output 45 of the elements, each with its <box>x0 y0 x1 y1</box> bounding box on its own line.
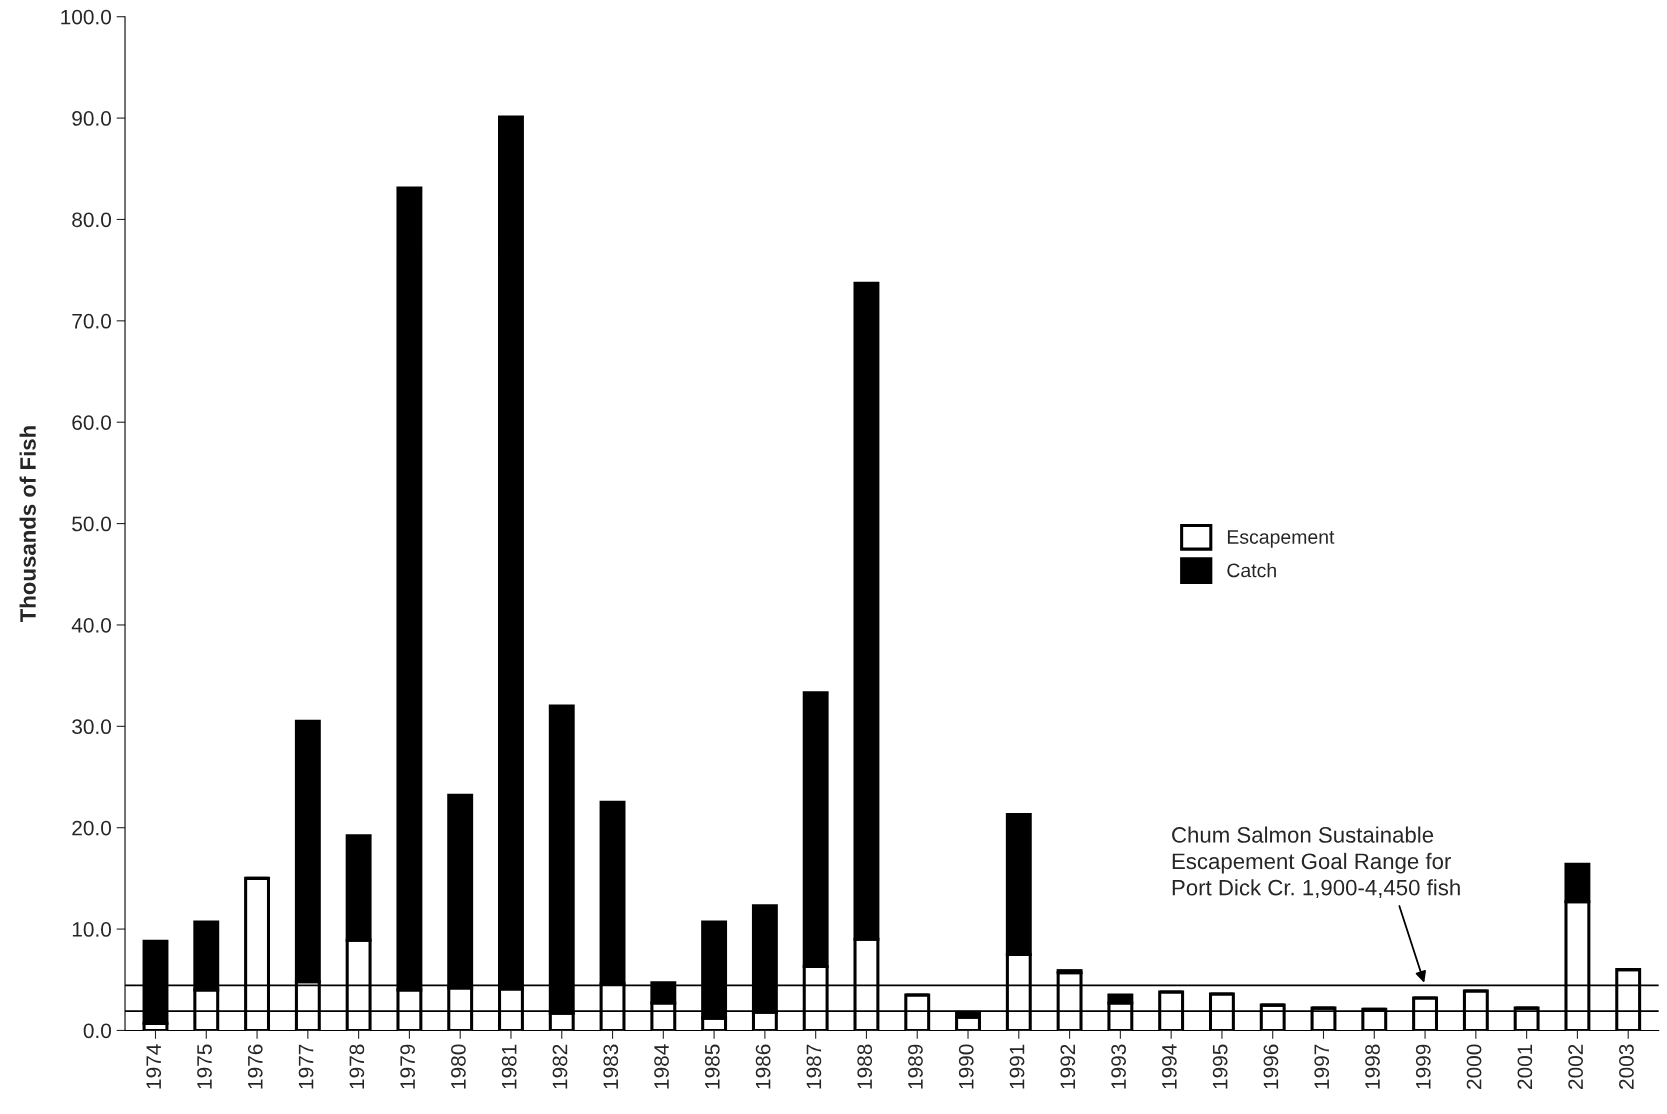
x-tick-label: 1994 <box>1161 1044 1177 1089</box>
x-tick-label: 1985 <box>704 1044 720 1089</box>
legend-label: Catch <box>1227 563 1276 578</box>
x-tick-label: 1984 <box>654 1044 669 1089</box>
y-tick-label: 10.0 <box>72 922 112 937</box>
x-tick-label: 1997 <box>1314 1044 1330 1089</box>
x-tick-label: 1993 <box>1111 1044 1126 1089</box>
x-tick-label: 1987 <box>806 1044 822 1089</box>
y-tick-label: 50.0 <box>72 516 112 532</box>
x-tick-label: 1999 <box>1415 1044 1431 1089</box>
y-axis-title: Thousands of Fish <box>19 426 36 623</box>
annotation: Chum Salmon Sustainable Escapement Goal Range for Port Dick Cr. 1,900-4,450 fish <box>1172 826 1460 899</box>
x-tick-label: 2002 <box>1568 1044 1584 1089</box>
x-tick-label: 1989 <box>908 1044 923 1089</box>
x-tick-label: 1975 <box>197 1044 212 1089</box>
x-tick-label: 1978 <box>349 1044 365 1089</box>
x-tick-label: 2003 <box>1619 1044 1634 1089</box>
x-tick-label: 1990 <box>958 1044 974 1089</box>
y-tick-label: 20.0 <box>72 820 112 836</box>
x-tick-label: 1991 <box>1009 1044 1025 1089</box>
x-tick-label: 1982 <box>552 1044 568 1089</box>
y-tick-label: 40.0 <box>71 617 112 633</box>
x-tick-label: 1980 <box>451 1044 466 1089</box>
legend-label: Escapement <box>1227 530 1335 548</box>
x-tick-label: 1998 <box>1365 1044 1380 1089</box>
x-tick-label: 1986 <box>755 1044 771 1089</box>
x-tick-label: 1983 <box>603 1044 619 1089</box>
y-tick-label: 90.0 <box>72 111 112 126</box>
x-tick-label: 1979 <box>400 1044 415 1089</box>
y-tick-label: 30.0 <box>72 719 112 735</box>
y-tick-label: 100.0 <box>61 9 112 25</box>
x-tick-label: 1996 <box>1263 1044 1279 1089</box>
y-tick-label: 80.0 <box>72 212 112 228</box>
x-tick-label: 1988 <box>857 1044 873 1089</box>
y-tick-label: 60.0 <box>72 415 112 430</box>
x-tick-label: 1974 <box>146 1044 162 1089</box>
x-tick-label: 2000 <box>1466 1044 1482 1089</box>
x-tick-label: 1977 <box>298 1044 314 1089</box>
y-tick-label: 70.0 <box>72 313 112 329</box>
x-tick-label: 2001 <box>1517 1044 1533 1089</box>
x-tick-label: 1981 <box>501 1044 517 1089</box>
x-tick-label: 1992 <box>1060 1044 1076 1089</box>
x-tick-label: 1995 <box>1212 1044 1228 1089</box>
x-tick-label: 1976 <box>247 1044 263 1089</box>
y-tick-label: 0.0 <box>83 1023 112 1039</box>
